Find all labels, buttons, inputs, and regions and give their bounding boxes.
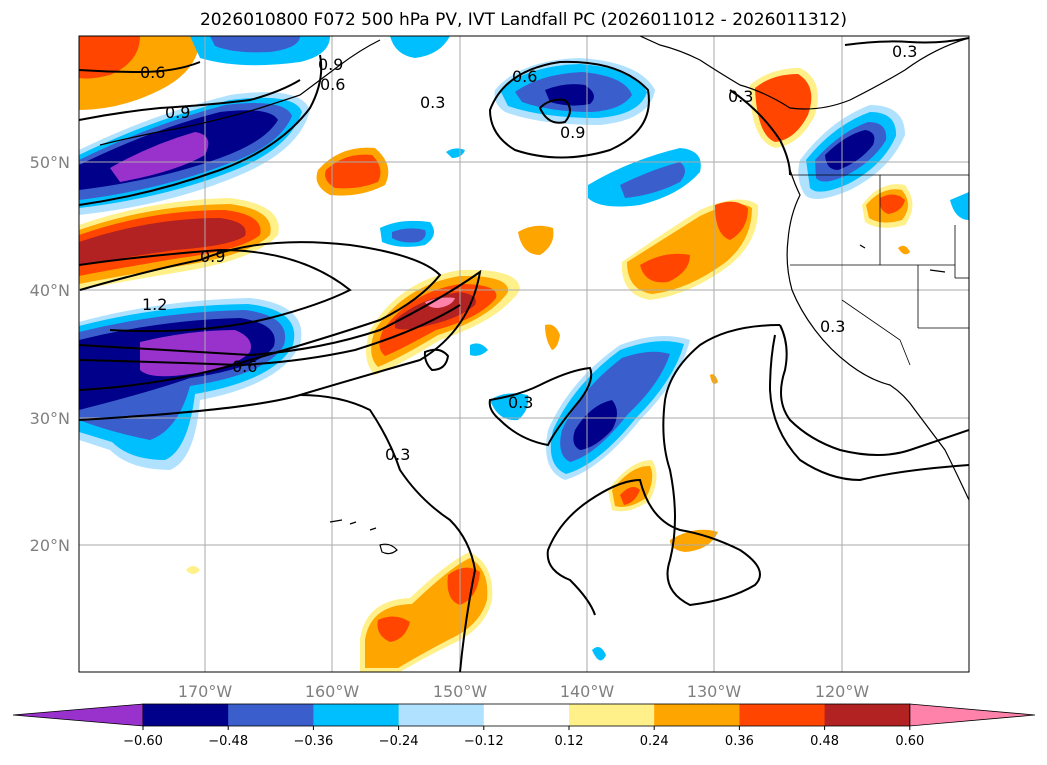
contour-label: 0.9	[200, 247, 225, 266]
lon-label: 130°W	[687, 682, 742, 701]
contour-label: 0.6	[140, 63, 165, 82]
lat-label: 20°N	[30, 536, 70, 555]
longitude-labels: 170°W 160°W 150°W 140°W 130°W 120°W	[178, 682, 870, 701]
contour-label: 0.3	[420, 93, 445, 112]
colorbar-extend-min	[12, 703, 144, 727]
colorbar-segment	[313, 704, 400, 726]
contour-label: 0.6	[320, 75, 345, 94]
latitude-labels: 50°N 40°N 30°N 20°N	[30, 153, 70, 555]
colorbar-segment	[228, 704, 314, 726]
lon-label: 150°W	[433, 682, 488, 701]
contour-label: 0.3	[892, 42, 917, 61]
colorbar-tick-label: 0.12	[555, 734, 584, 749]
lon-label: 120°W	[815, 682, 870, 701]
contour-label: 0.6	[232, 357, 257, 376]
colorbar-tick-label: −0.48	[208, 734, 248, 749]
map-border	[78, 35, 970, 673]
contour-label: 0.9	[318, 55, 343, 74]
colorbar: −0.60 −0.48 −0.36 −0.24 −0.12 0.12 0.24 0.36 0.4…	[12, 703, 1036, 749]
contour-label: 0.3	[508, 393, 533, 412]
colorbar-tick-label: 0.48	[810, 734, 839, 749]
lat-label: 50°N	[30, 153, 70, 172]
contour-label: 0.3	[820, 317, 845, 336]
colorbar-segment	[483, 704, 570, 726]
contour-label: 0.6	[512, 67, 537, 86]
lat-label: 40°N	[30, 281, 70, 300]
colorbar-segment	[739, 704, 826, 726]
lon-label: 170°W	[178, 682, 233, 701]
colorbar-extend-max	[909, 703, 1036, 727]
map-title: 2026010800 F072 500 hPa PV, IVT Landfall…	[199, 10, 847, 30]
colorbar-outline	[142, 703, 911, 727]
colorbar-tick-label: 0.36	[725, 734, 754, 749]
ivt-contours	[79, 37, 969, 672]
colorbar-tick-label: −0.36	[293, 734, 333, 749]
lon-label: 140°W	[560, 682, 615, 701]
contour-label: 0.3	[728, 87, 753, 106]
coastlines	[99, 36, 969, 555]
boundaries	[790, 174, 969, 366]
pv-anomaly-fill	[79, 36, 969, 672]
contour-label: 0.3	[385, 445, 410, 464]
colorbar-segment	[824, 704, 911, 726]
colorbar-segment	[654, 704, 740, 726]
colorbar-tick-label: −0.60	[123, 734, 163, 749]
colorbar-segment	[569, 704, 655, 726]
colorbar-tick-label: 0.60	[895, 734, 924, 749]
contour-label: 0.9	[165, 103, 190, 122]
lat-label: 30°N	[30, 409, 70, 428]
contour-label: 1.2	[142, 295, 167, 314]
contour-labels: 0.6 0.9 0.6 0.9 0.3 0.6 0.9 0.3 0.3 0.9 …	[140, 42, 917, 464]
colorbar-tick-label: 0.24	[640, 734, 669, 749]
lon-label: 160°W	[305, 682, 360, 701]
colorbar-segment	[143, 704, 229, 726]
contour-label: 0.9	[560, 123, 585, 142]
colorbar-segment	[398, 704, 485, 726]
colorbar-tick-label: −0.12	[464, 734, 504, 749]
colorbar-tick-label: −0.24	[379, 734, 419, 749]
